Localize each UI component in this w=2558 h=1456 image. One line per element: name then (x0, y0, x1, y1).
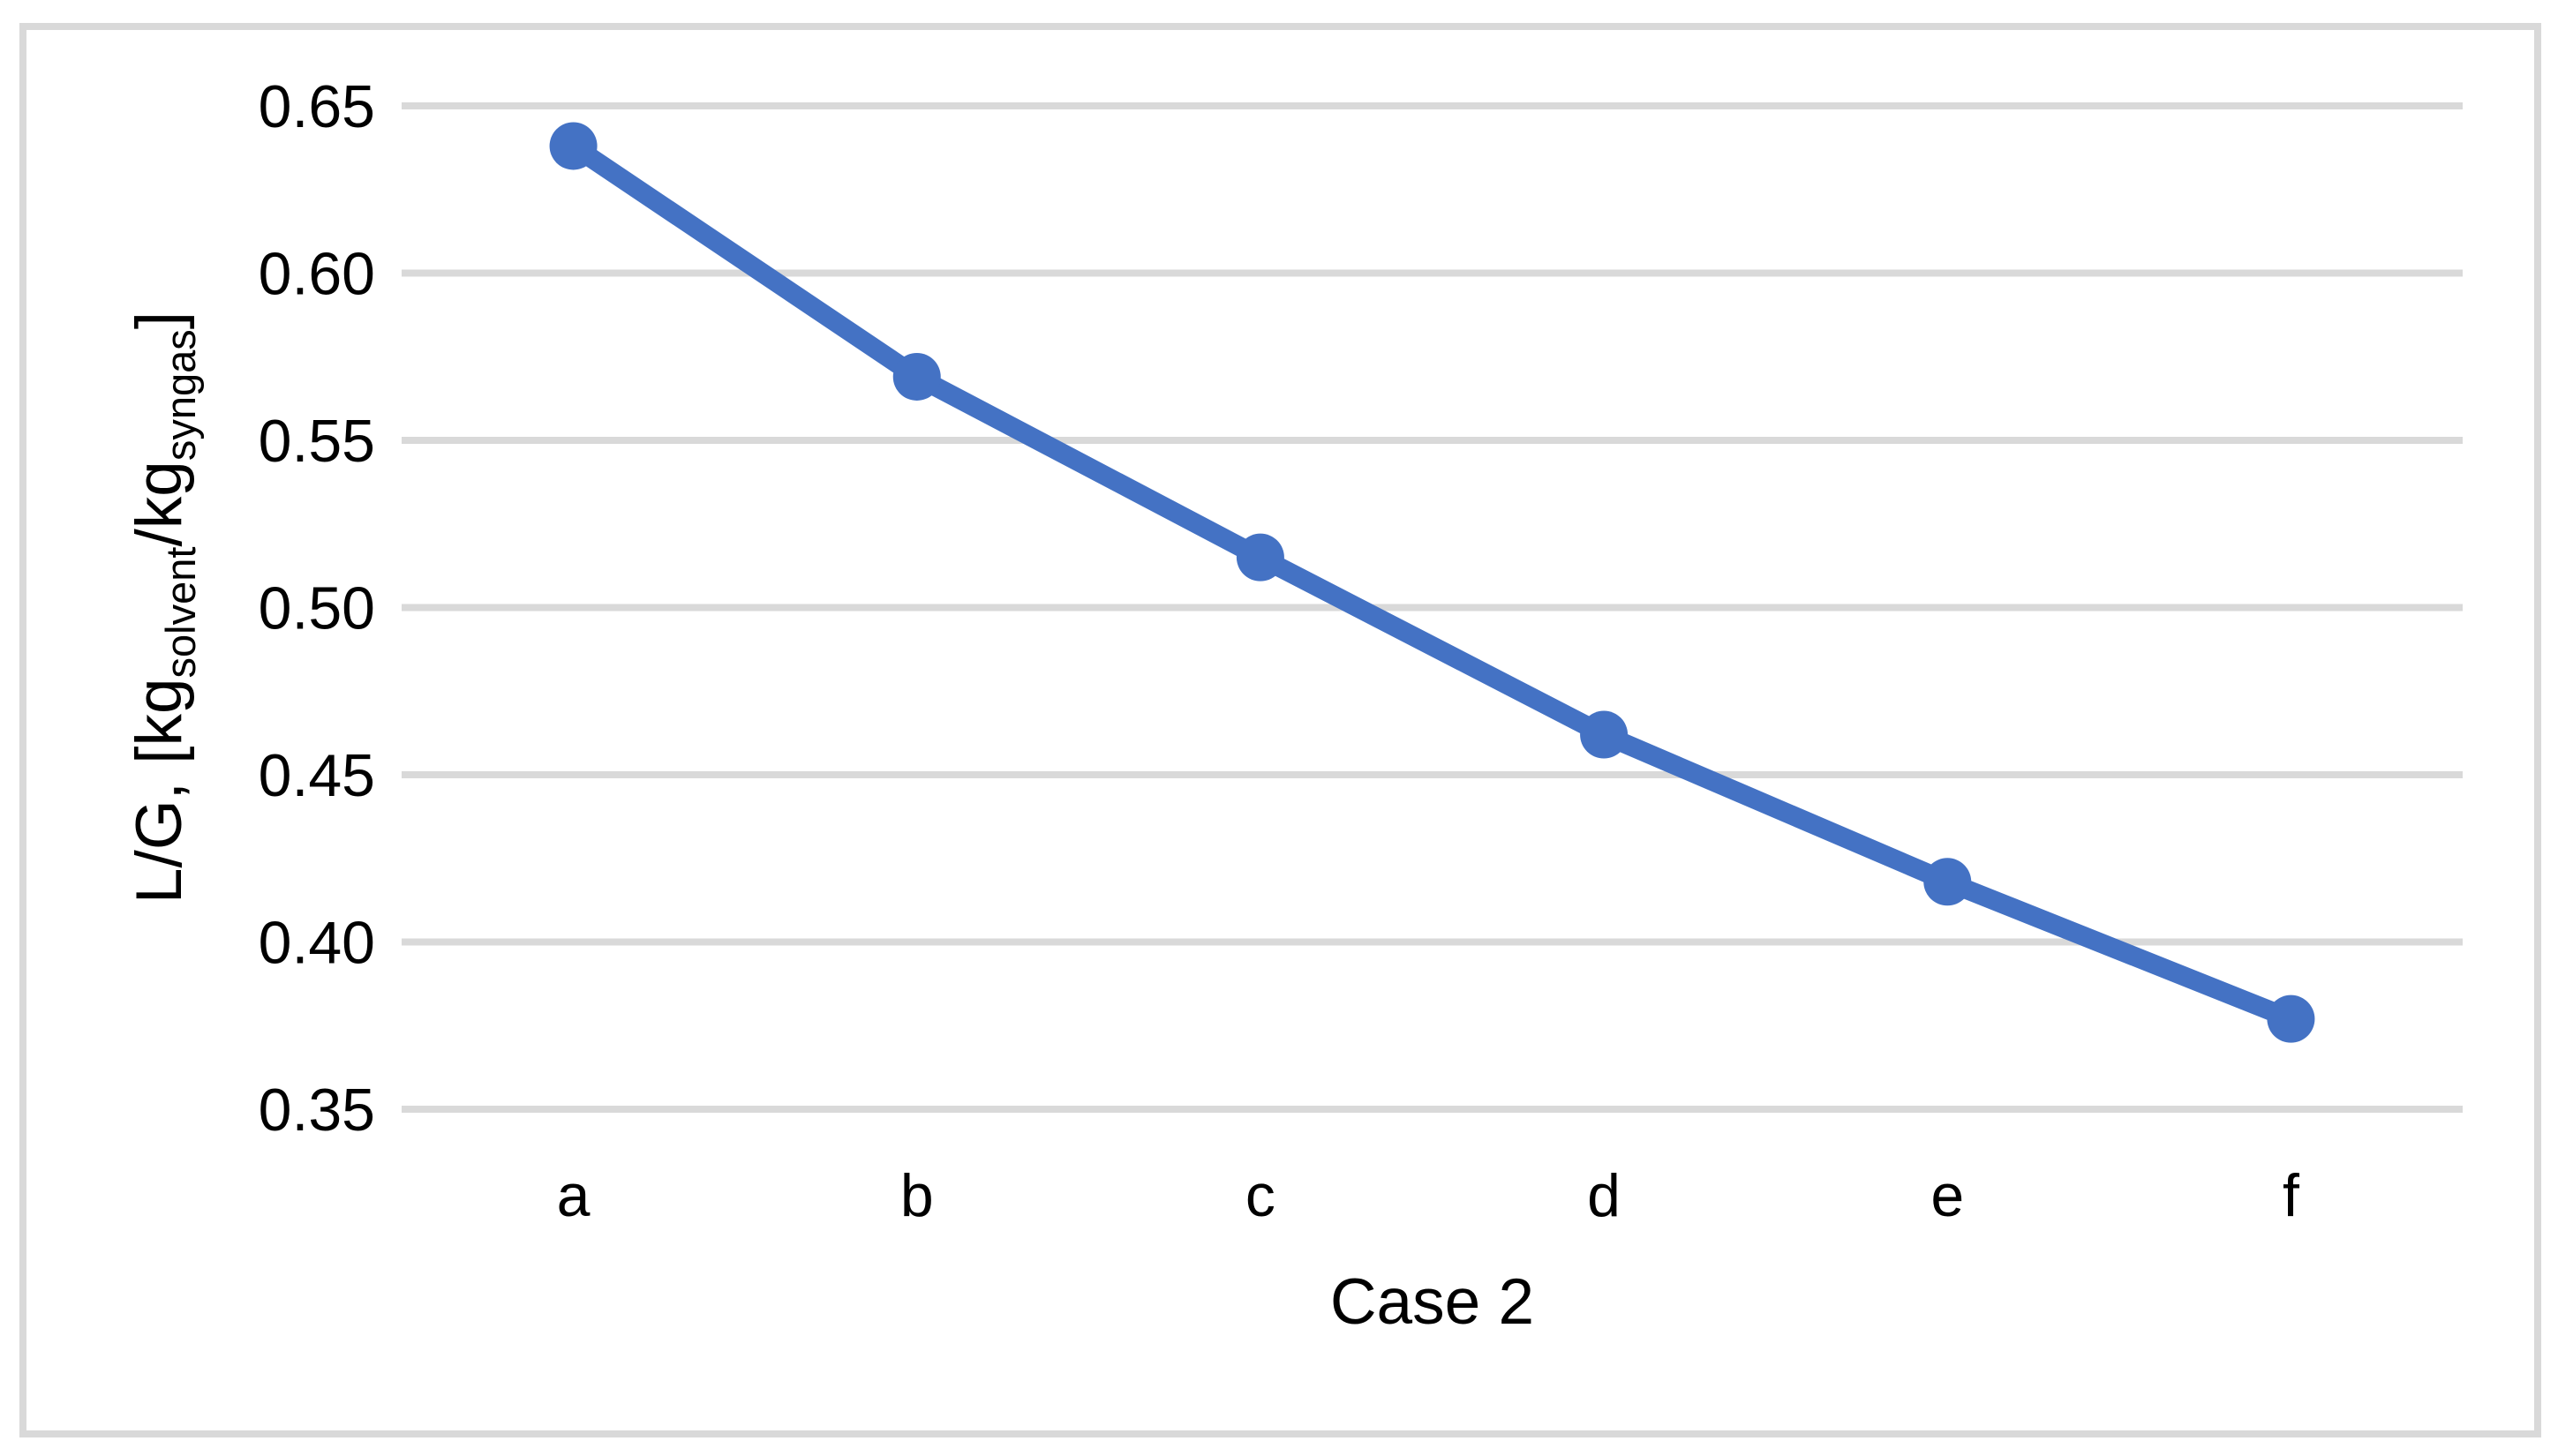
data-point-marker (1580, 710, 1629, 759)
y-tick-label: 0.50 (259, 574, 375, 642)
data-point-marker (892, 352, 941, 401)
data-point-marker (1923, 858, 1972, 906)
series-line (563, 136, 2301, 1029)
y-tick-label: 0.35 (259, 1077, 375, 1144)
x-category-label: b (900, 1162, 934, 1229)
x-category-label: c (1245, 1162, 1275, 1229)
y-tick-label: 0.60 (259, 240, 375, 307)
y-axis-title: L/G, [kgsolvent/kgsyngas] (124, 311, 204, 904)
data-point-marker (2267, 994, 2315, 1043)
x-axis-title: Case 2 (1330, 1266, 1534, 1338)
data-point-marker (1236, 533, 1284, 582)
y-tick-label: 0.40 (259, 909, 375, 976)
data-point-marker (549, 122, 598, 170)
x-category-label: d (1587, 1162, 1621, 1229)
x-category-label: e (1930, 1162, 1964, 1229)
chart-border-frame (19, 23, 2541, 1437)
y-tick-label: 0.55 (259, 408, 375, 475)
y-tick-label: 0.65 (259, 73, 375, 140)
x-category-label: a (557, 1162, 591, 1229)
y-tick-label: 0.45 (259, 742, 375, 809)
x-category-label: f (2283, 1162, 2299, 1229)
